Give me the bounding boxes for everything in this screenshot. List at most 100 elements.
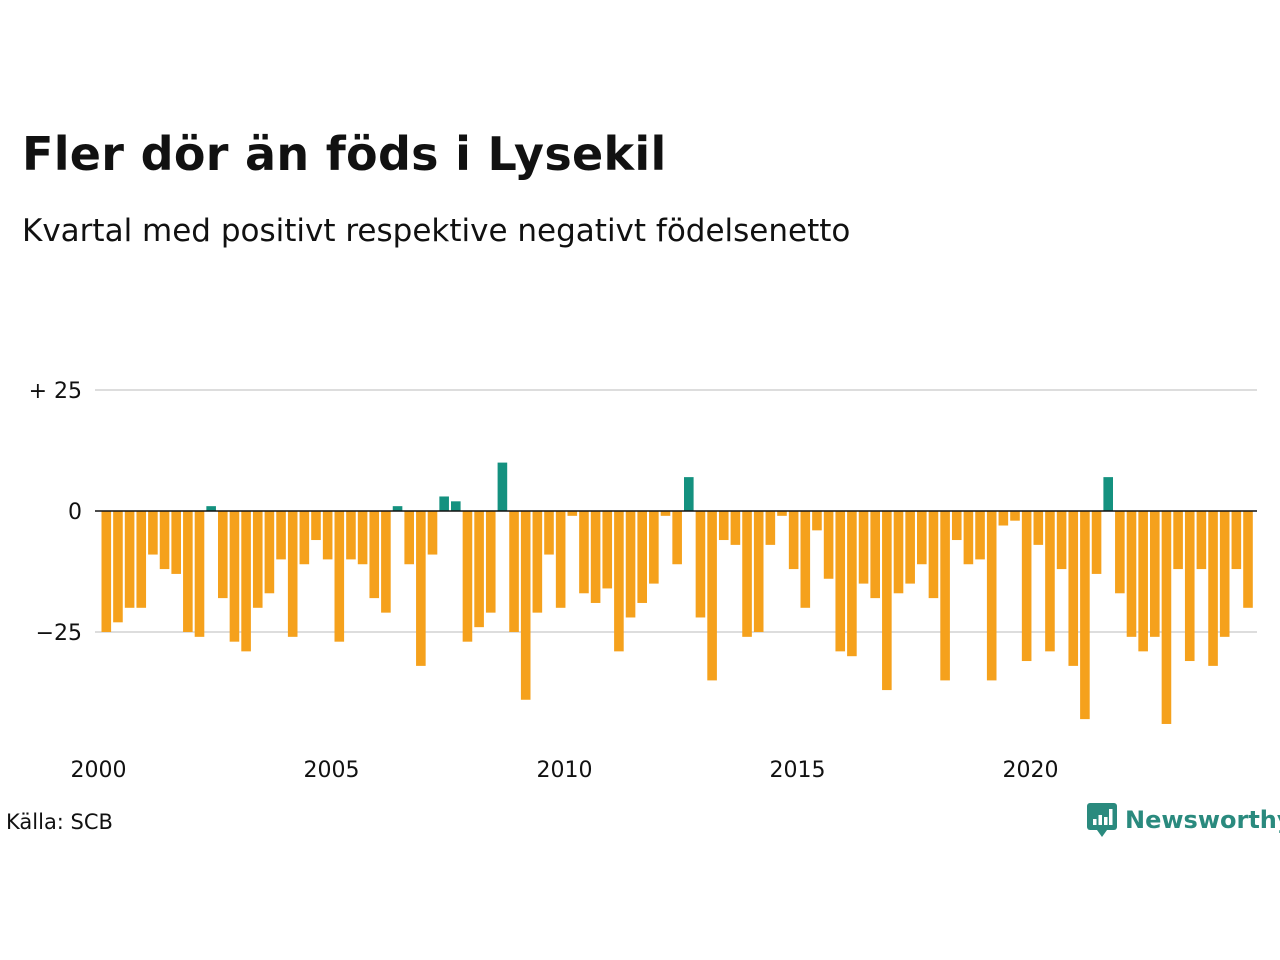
bar xyxy=(311,511,321,541)
bar xyxy=(1068,511,1079,666)
bar xyxy=(870,511,880,599)
logo-text: Newsworthy xyxy=(1125,806,1280,834)
bar xyxy=(893,511,904,594)
bar xyxy=(1010,511,1020,521)
bar xyxy=(940,511,950,681)
bar xyxy=(497,462,508,511)
bar xyxy=(334,511,345,642)
bar xyxy=(206,506,216,511)
bar xyxy=(951,511,962,541)
bar xyxy=(812,511,822,531)
bar xyxy=(252,511,263,608)
bar xyxy=(695,511,706,618)
bar xyxy=(113,511,123,623)
chart-subtitle: Kvartal med positivt respektive negativt… xyxy=(22,213,851,249)
bar xyxy=(1184,511,1195,662)
bar xyxy=(532,511,543,613)
bar xyxy=(1161,511,1172,724)
newsworthy-logo[interactable]: Newsworthy xyxy=(1087,802,1280,838)
bar xyxy=(1173,511,1183,570)
bar xyxy=(660,511,671,516)
bar xyxy=(765,511,776,545)
bar xyxy=(416,511,426,666)
bar xyxy=(672,511,682,565)
x-tick-label: 2000 xyxy=(71,758,127,783)
bar xyxy=(975,511,985,560)
bar xyxy=(404,511,414,565)
bar xyxy=(1138,511,1148,652)
y-tick-label: −25 xyxy=(36,621,82,646)
bar xyxy=(1219,511,1230,637)
chart-title: Fler dör än föds i Lysekil xyxy=(22,127,667,181)
bar xyxy=(381,511,391,613)
bar xyxy=(823,511,834,579)
bar xyxy=(101,511,112,632)
bar xyxy=(287,511,298,637)
bar xyxy=(485,511,496,613)
y-tick-label: 0 xyxy=(68,500,82,525)
bar xyxy=(753,511,764,632)
bar xyxy=(1126,511,1137,637)
bar xyxy=(986,511,997,681)
bar xyxy=(276,511,286,560)
bar xyxy=(579,511,589,594)
bar xyxy=(614,511,624,652)
bar xyxy=(742,511,752,637)
bar xyxy=(567,511,578,516)
bar xyxy=(136,511,147,608)
bar xyxy=(1045,511,1055,652)
bar xyxy=(474,511,484,628)
bar xyxy=(998,511,1009,526)
bar xyxy=(590,511,601,603)
bar xyxy=(777,511,787,516)
bar xyxy=(509,511,519,632)
bar xyxy=(544,511,554,555)
bar xyxy=(602,511,613,589)
bar xyxy=(684,477,694,511)
bar xyxy=(835,511,846,652)
bar xyxy=(299,511,310,565)
source-note: Källa: SCB xyxy=(6,810,113,834)
bar xyxy=(451,501,461,511)
bar xyxy=(905,511,915,584)
bar xyxy=(427,511,438,555)
bar xyxy=(1196,511,1207,570)
bar xyxy=(1208,511,1218,666)
bars xyxy=(101,462,1253,724)
bar xyxy=(194,511,205,637)
bar xyxy=(730,511,741,545)
x-tick-label: 2015 xyxy=(770,758,826,783)
bar xyxy=(1115,511,1125,594)
bar xyxy=(707,511,717,681)
bar xyxy=(462,511,473,642)
bar xyxy=(649,511,659,584)
bar xyxy=(858,511,869,584)
bar xyxy=(637,511,647,603)
bar xyxy=(625,511,636,618)
bar xyxy=(346,511,356,560)
bar xyxy=(882,511,892,691)
bar xyxy=(1080,511,1090,720)
bar xyxy=(124,511,135,608)
bar xyxy=(1150,511,1160,637)
bar xyxy=(392,506,403,511)
bar xyxy=(241,511,251,652)
bar xyxy=(171,511,181,574)
bar xyxy=(369,511,380,599)
bar xyxy=(1103,477,1113,511)
bar xyxy=(322,511,333,560)
bar xyxy=(788,511,799,570)
bar xyxy=(159,511,170,570)
bar xyxy=(218,511,228,599)
axes: + 25 0 −25 2000 2005 2010 2015 2020 xyxy=(29,379,1257,783)
bar xyxy=(357,511,368,565)
bar xyxy=(1021,511,1032,662)
bar xyxy=(847,511,857,657)
bar xyxy=(1056,511,1067,570)
bar xyxy=(1231,511,1242,570)
y-tick-label: + 25 xyxy=(29,379,82,404)
x-tick-label: 2005 xyxy=(304,758,360,783)
bar xyxy=(555,511,566,608)
bar xyxy=(148,511,158,555)
bar xyxy=(1243,511,1253,608)
